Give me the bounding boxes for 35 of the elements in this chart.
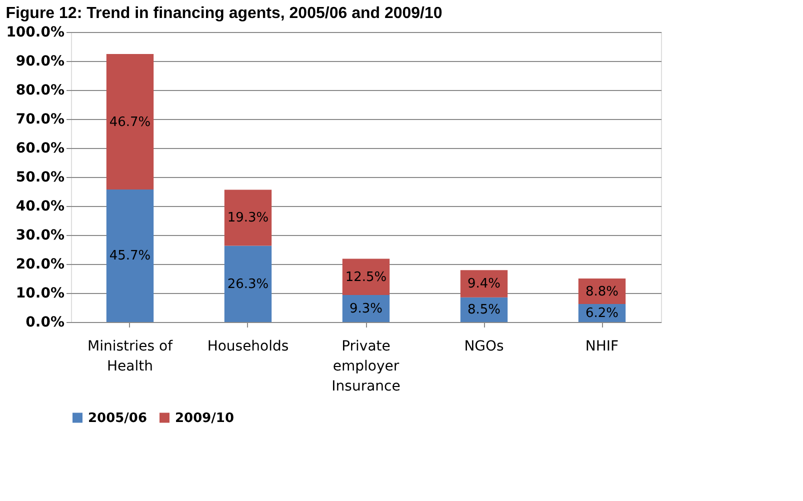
legend-label: 2005/06 (88, 410, 148, 426)
y-tick-label: 0.0% (26, 314, 64, 330)
data-label: 12.5% (345, 270, 387, 285)
legend-label: 2009/10 (175, 410, 234, 426)
bar (106, 189, 154, 322)
bar (342, 258, 390, 296)
x-tick-label: Households (207, 338, 289, 354)
y-tick-label: 20.0% (16, 256, 64, 272)
data-label: 19.3% (227, 210, 269, 226)
data-label: 26.3% (227, 276, 269, 292)
y-tick-label: 40.0% (16, 198, 64, 214)
data-label: 9.3% (349, 302, 383, 317)
bar (224, 246, 272, 322)
y-tick-label: 60.0% (16, 140, 64, 156)
y-tick-label: 10.0% (16, 286, 64, 302)
x-tick-label: NGOs (464, 338, 504, 354)
data-label: 46.7% (109, 114, 151, 130)
data-label: 45.7% (109, 248, 151, 264)
data-label: 8.5% (467, 302, 501, 318)
bar (460, 270, 508, 298)
chart-title: Figure 12: Trend in financing agents, 2005/06 and 2009/10 (6, 5, 442, 22)
x-tick-label: Private employer Insurance (332, 338, 400, 394)
data-label: 6.2% (585, 306, 619, 322)
data-label: 9.4% (467, 276, 501, 292)
y-tick-label: 70.0% (16, 112, 64, 128)
y-tick-label: 100.0% (6, 24, 64, 40)
y-tick-label: 30.0% (16, 228, 64, 244)
y-tick-label: 80.0% (16, 82, 64, 98)
y-tick-label: 90.0% (16, 54, 64, 70)
y-tick-label: 50.0% (16, 170, 64, 186)
x-tick-label: NHIF (585, 338, 619, 354)
x-tick-label: Ministries of Health (87, 338, 174, 374)
bar (106, 54, 154, 190)
data-label: 8.8% (585, 284, 619, 300)
bar (224, 190, 272, 246)
